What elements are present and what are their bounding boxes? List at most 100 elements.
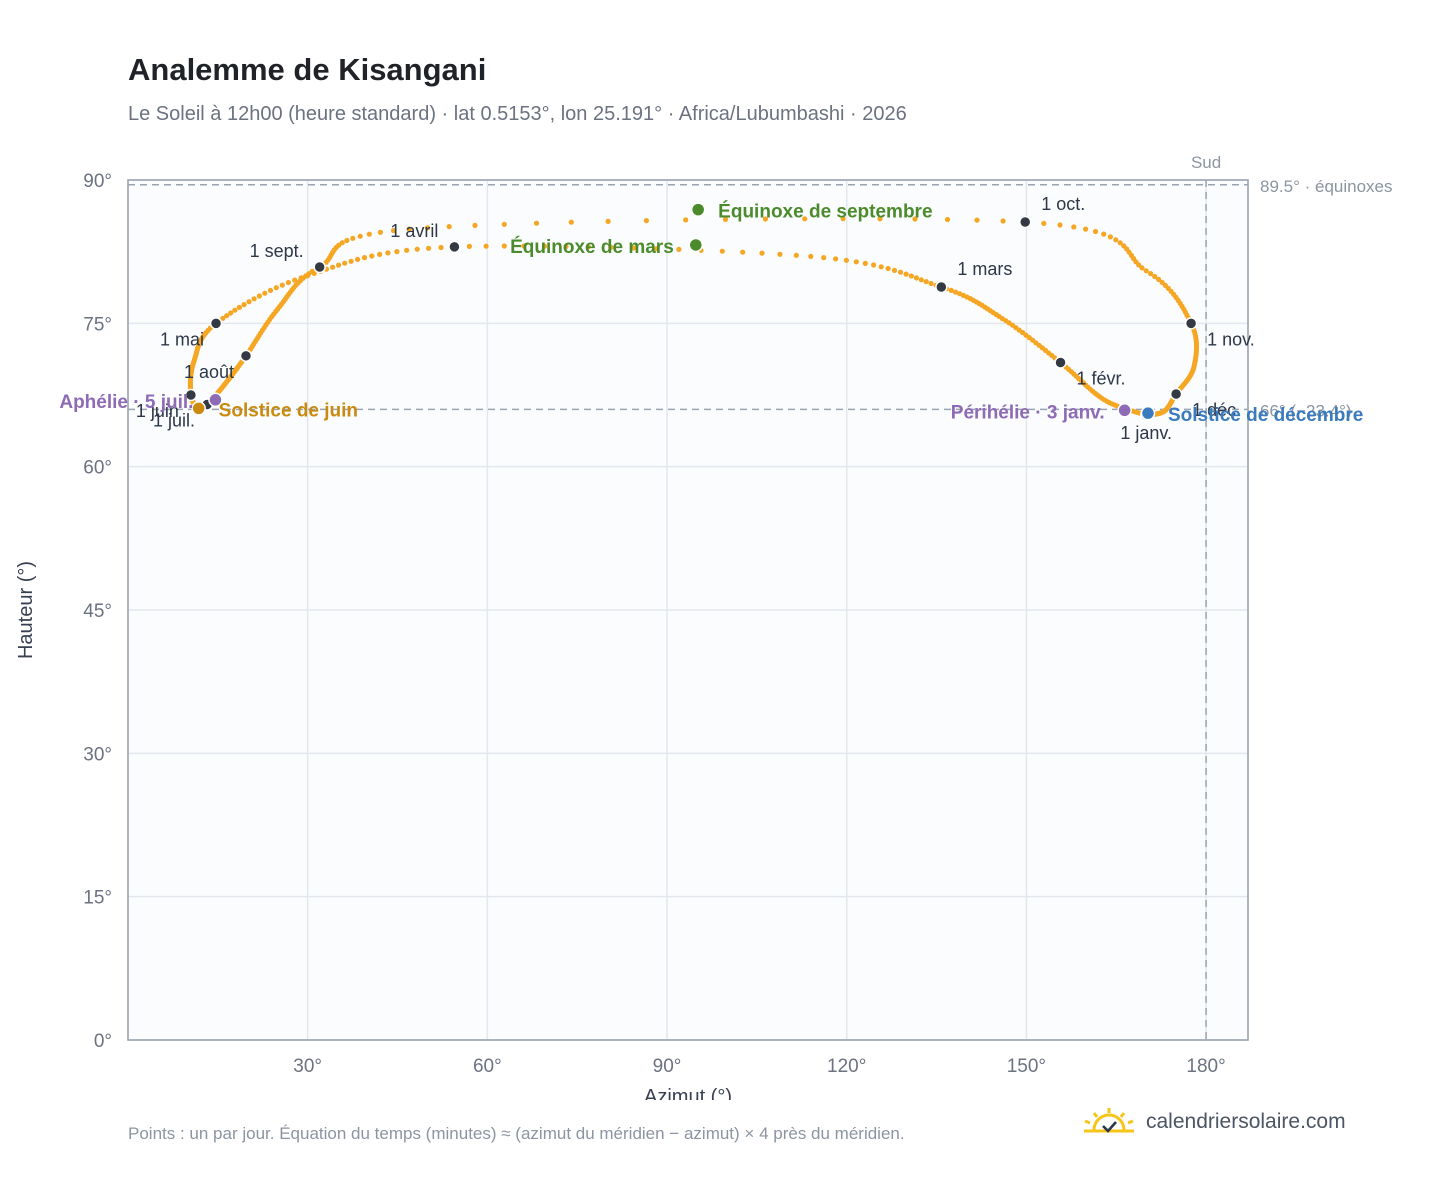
daily-sun-point bbox=[274, 285, 279, 290]
x-tick-label: 150° bbox=[1007, 1056, 1046, 1077]
daily-sun-point bbox=[472, 223, 477, 228]
month-label: 1 août bbox=[184, 362, 234, 382]
daily-sun-point bbox=[349, 259, 354, 264]
daily-sun-point bbox=[606, 219, 611, 224]
month-marker bbox=[240, 350, 251, 361]
daily-sun-point bbox=[777, 252, 782, 257]
daily-sun-point bbox=[358, 234, 363, 239]
month-marker bbox=[314, 261, 325, 272]
daily-sun-point bbox=[330, 265, 335, 270]
daily-sun-point bbox=[759, 251, 764, 256]
daily-sun-point bbox=[438, 245, 443, 250]
daily-sun-point bbox=[1057, 222, 1062, 227]
month-label: 1 sept. bbox=[250, 241, 304, 261]
daily-sun-point bbox=[394, 249, 399, 254]
daily-sun-point bbox=[426, 246, 431, 251]
daily-sun-point bbox=[886, 266, 891, 271]
daily-sun-point bbox=[378, 230, 383, 235]
daily-sun-point bbox=[280, 283, 285, 288]
event-marker bbox=[1141, 407, 1154, 420]
daily-sun-point bbox=[720, 249, 725, 254]
month-marker bbox=[1171, 389, 1182, 400]
x-tick-label: 90° bbox=[653, 1056, 682, 1077]
daily-sun-point bbox=[367, 232, 372, 237]
analemma-chart: 89.5° · équinoxes66° (−23.4°)Sud 30°60°9… bbox=[0, 0, 1448, 1100]
y-tick-labels: 0°15°30°45°60°75°90° bbox=[83, 171, 112, 1052]
daily-sun-point bbox=[1001, 218, 1006, 223]
event-marker bbox=[692, 203, 705, 216]
daily-sun-point bbox=[794, 253, 799, 258]
daily-sun-point bbox=[534, 221, 539, 226]
daily-sun-point bbox=[1071, 224, 1076, 229]
event-marker bbox=[1118, 404, 1131, 417]
event-marker bbox=[689, 238, 702, 251]
brand[interactable]: calendriersolaire.com bbox=[1082, 1106, 1346, 1138]
daily-sun-point bbox=[415, 247, 420, 252]
daily-sun-point bbox=[833, 256, 838, 261]
month-label: 1 janv. bbox=[1120, 423, 1172, 443]
x-axis-label: Azimut (°) bbox=[644, 1086, 732, 1100]
daily-sun-point bbox=[340, 240, 345, 245]
daily-sun-point bbox=[909, 273, 914, 278]
month-label: 1 oct. bbox=[1041, 194, 1085, 214]
month-marker bbox=[1055, 357, 1066, 368]
daily-sun-point bbox=[924, 279, 929, 284]
y-tick-label: 60° bbox=[83, 458, 112, 479]
daily-sun-point bbox=[863, 261, 868, 266]
daily-sun-point bbox=[1093, 229, 1098, 234]
month-marker bbox=[449, 241, 460, 252]
daily-sun-point bbox=[644, 218, 649, 223]
daily-sun-point bbox=[1083, 227, 1088, 232]
month-label: 1 mai bbox=[160, 329, 204, 349]
daily-sun-point bbox=[945, 217, 950, 222]
y-tick-label: 75° bbox=[83, 314, 112, 335]
y-tick-label: 0° bbox=[94, 1031, 112, 1052]
event-marker bbox=[192, 402, 205, 415]
daily-sun-point bbox=[447, 224, 452, 229]
daily-sun-point bbox=[355, 257, 360, 262]
y-tick-label: 45° bbox=[83, 601, 112, 622]
daily-sun-point bbox=[683, 217, 688, 222]
daily-sun-point bbox=[974, 218, 979, 223]
sun-logo-icon bbox=[1082, 1106, 1136, 1138]
daily-sun-point bbox=[1139, 265, 1144, 270]
daily-sun-point bbox=[286, 280, 291, 285]
y-tick-label: 30° bbox=[83, 744, 112, 765]
month-label: 1 févr. bbox=[1077, 369, 1126, 389]
daily-sun-point bbox=[377, 252, 382, 257]
month-marker bbox=[936, 282, 947, 293]
event-label: Aphélie · 5 juil. bbox=[59, 392, 193, 413]
daily-sun-point bbox=[871, 262, 876, 267]
daily-sun-point bbox=[844, 258, 849, 263]
x-tick-label: 120° bbox=[827, 1056, 866, 1077]
month-marker bbox=[211, 318, 222, 329]
brand-name: calendriersolaire.com bbox=[1146, 1110, 1346, 1134]
daily-sun-point bbox=[676, 247, 681, 252]
x-tick-label: 30° bbox=[293, 1056, 322, 1077]
daily-sun-point bbox=[1113, 237, 1118, 242]
daily-sun-point bbox=[892, 268, 897, 273]
y-tick-label: 90° bbox=[83, 171, 112, 192]
event-label: Périhélie · 3 janv. bbox=[951, 402, 1105, 423]
daily-sun-point bbox=[484, 244, 489, 249]
month-label: 1 juil. bbox=[153, 411, 195, 431]
daily-sun-point bbox=[344, 238, 349, 243]
daily-sun-point bbox=[362, 255, 367, 260]
daily-sun-point bbox=[242, 302, 247, 307]
daily-sun-point bbox=[1041, 221, 1046, 226]
daily-sun-point bbox=[502, 222, 507, 227]
daily-sun-point bbox=[342, 261, 347, 266]
daily-sun-point bbox=[404, 248, 409, 253]
daily-sun-point bbox=[914, 275, 919, 280]
daily-sun-point bbox=[246, 299, 251, 304]
daily-sun-point bbox=[252, 296, 257, 301]
daily-sun-point bbox=[904, 272, 909, 277]
daily-sun-point bbox=[262, 291, 267, 296]
daily-sun-point bbox=[237, 305, 242, 310]
daily-sun-point bbox=[919, 277, 924, 282]
y-axis-label: Hauteur (°) bbox=[15, 561, 37, 659]
reference-line-label: 89.5° · équinoxes bbox=[1260, 177, 1393, 196]
event-label: Solstice de juin bbox=[219, 400, 358, 421]
x-tick-labels: 30°60°90°120°150°180° bbox=[293, 1056, 1225, 1077]
month-marker bbox=[1020, 217, 1031, 228]
